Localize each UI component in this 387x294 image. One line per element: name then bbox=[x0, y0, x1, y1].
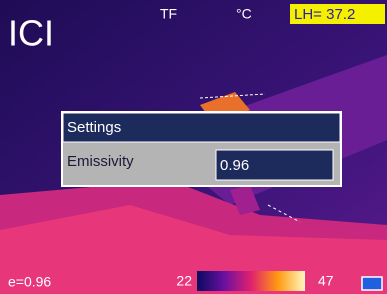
field-value: 0.96 bbox=[220, 157, 249, 174]
readout: LH= 37.2 bbox=[294, 6, 355, 23]
settings-dialog: Settings Emissivity 0.96 bbox=[62, 112, 341, 186]
camera-screen: ICI TF °C LH= 37.2 Settings Emissivity 0… bbox=[0, 0, 387, 294]
battery-icon bbox=[362, 277, 382, 290]
color-scale bbox=[197, 271, 305, 291]
page: ICI TF °C LH= 37.2 Settings Emissivity 0… bbox=[0, 0, 387, 294]
dialog-title: Settings bbox=[67, 119, 121, 136]
field-label: Emissivity bbox=[67, 153, 134, 170]
scale-max: 47 bbox=[318, 273, 334, 289]
logo: ICI bbox=[8, 13, 54, 54]
unit: °C bbox=[236, 6, 252, 22]
emissivity-status: e=0.96 bbox=[8, 274, 51, 290]
scale-min: 22 bbox=[176, 273, 192, 289]
mode: TF bbox=[160, 6, 177, 22]
